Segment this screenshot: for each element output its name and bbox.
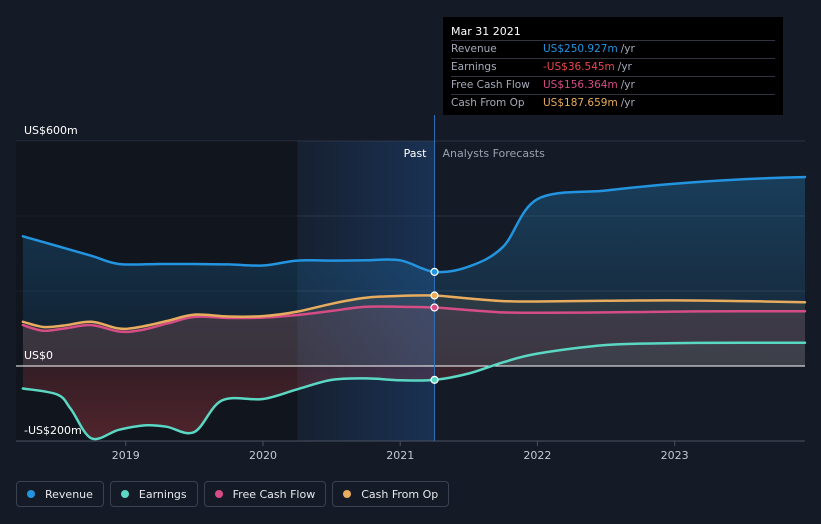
tooltip-row-free-cash-flow: Free Cash Flow US$156.364m/yr [451,76,775,94]
free-cash-flow-marker [430,303,439,312]
legend-dot-icon [27,490,35,498]
series-lines [21,175,807,441]
free-cash-flow-line [21,305,807,334]
tooltip-date: Mar 31 2021 [451,25,521,38]
tooltip-row-earnings: Earnings -US$36.545m/yr [451,58,775,76]
tooltip-unit: /yr [620,43,635,55]
earnings-line [21,341,807,441]
tooltip-unit: /yr [617,61,632,73]
legend-item-cash-from-op[interactable]: Cash From Op [332,481,450,507]
legend-item-free-cash-flow[interactable]: Free Cash Flow [203,481,327,507]
legend: Revenue Earnings Free Cash Flow Cash From O… [16,481,450,509]
earnings-area-positive [22,342,805,366]
y-axis-labels: US$600m US$0 -US$200m [24,124,82,437]
revenue-line [21,175,807,274]
legend-label: Cash From Op [361,487,439,501]
y-label-us-0: US$0 [24,349,53,362]
legend-label: Earnings [138,487,187,501]
x-tick-label-2019: 2019 [112,449,140,462]
x-axis-ticks: 2019 2020 2021 2022 2023 [112,441,689,462]
legend-item-revenue[interactable]: Revenue [16,481,104,507]
tooltip-value: US$250.927m [543,43,618,55]
tooltip-value: US$187.659m [543,97,618,109]
tooltip-label: Revenue [451,43,497,55]
legend-item-earnings[interactable]: Earnings [109,481,198,507]
data-tooltip: Mar 31 2021 Revenue US$250.927m/yr Earning… [443,17,783,115]
tooltip-label: Free Cash Flow [451,79,530,91]
forecast-label: Analysts Forecasts [443,147,546,160]
y-label-us-600m: US$600m [24,124,78,137]
tooltip-value: US$156.364m [543,79,618,91]
tooltip-rows: Revenue US$250.927m/yr Earnings -US$36.545m… [451,40,775,112]
tooltip-label: Earnings [451,61,497,73]
legend-dot-icon [343,490,352,498]
x-tick-label-2021: 2021 [386,449,414,462]
tooltip-row-revenue: Revenue US$250.927m/yr [451,40,775,58]
revenue-marker [430,267,439,276]
y-label-us-200m: -US$200m [24,424,82,437]
earnings-marker [430,375,439,384]
legend-dot-icon [120,490,129,498]
cash-from-op-marker [430,291,439,300]
tooltip-label: Cash From Op [451,97,525,109]
tooltip-row-cash-from-op: Cash From Op US$187.659m/yr [451,94,775,112]
cash-from-op-line [21,294,807,331]
earnings-area [22,366,805,440]
past-label: Past [404,147,428,160]
legend-label: Revenue [45,487,93,501]
tooltip-unit: /yr [620,97,635,109]
x-tick-label-2020: 2020 [249,449,277,462]
tooltip-value: -US$36.545m [543,61,615,73]
legend-label: Free Cash Flow [232,487,316,501]
x-tick-label-2022: 2022 [523,449,551,462]
free-cash-flow-area [22,306,805,366]
tooltip-unit: /yr [620,79,635,91]
x-tick-label-2023: 2023 [661,449,689,462]
tooltip-markers [430,267,439,384]
legend-dot-icon [214,490,223,498]
